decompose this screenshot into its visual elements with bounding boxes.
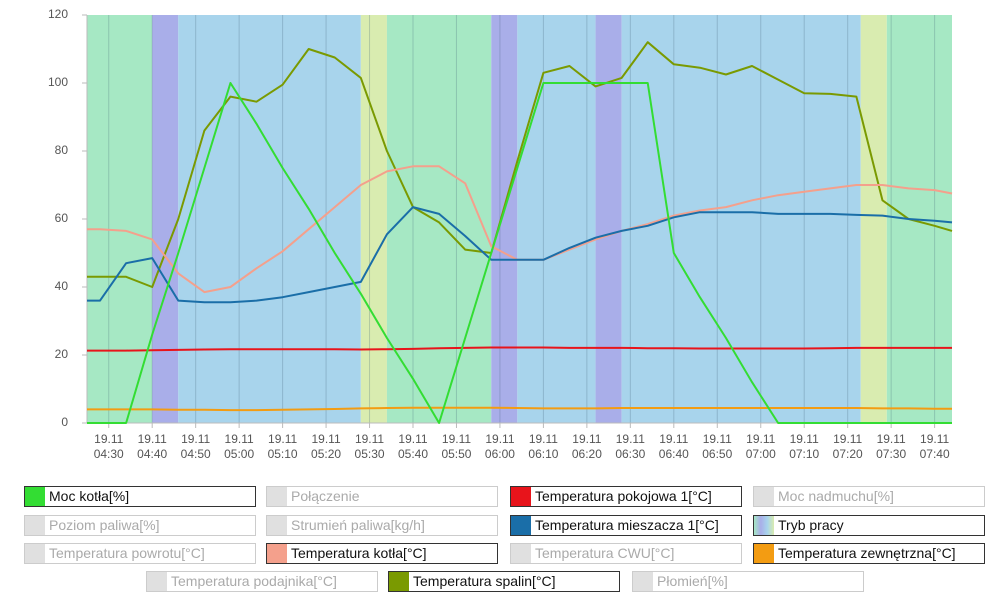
legend-swatch bbox=[25, 516, 45, 535]
x-tick-label: 19.11 07:20 bbox=[832, 432, 863, 461]
legend-label: Temperatura podajnika[°C] bbox=[171, 573, 337, 589]
legend-label: Moc kotła[%] bbox=[49, 488, 130, 504]
x-tick-label: 19.11 05:10 bbox=[267, 432, 298, 461]
legend-swatch bbox=[267, 487, 287, 506]
y-tick-label: 40 bbox=[55, 279, 69, 293]
legend-label: Moc nadmuchu[%] bbox=[778, 488, 894, 504]
series-line bbox=[87, 82, 952, 424]
mode-band bbox=[491, 15, 518, 423]
x-tick-label: 19.11 07:00 bbox=[745, 432, 776, 461]
mode-band bbox=[595, 15, 622, 423]
legend-swatch bbox=[389, 572, 409, 591]
legend-swatch bbox=[511, 516, 531, 535]
x-tick-label: 19.11 06:50 bbox=[702, 432, 733, 461]
legend-item[interactable]: Tryb pracy bbox=[753, 515, 985, 536]
legend-item[interactable]: Temperatura powrotu[°C] bbox=[24, 543, 256, 564]
legend-label: Temperatura powrotu[°C] bbox=[49, 545, 205, 561]
legend-item[interactable]: Temperatura kotła[°C] bbox=[266, 543, 498, 564]
x-tick-label: 19.11 05:00 bbox=[224, 432, 255, 461]
x-tick-label: 19.11 05:30 bbox=[354, 432, 385, 461]
legend-label: Temperatura kotła[°C] bbox=[291, 545, 427, 561]
legend-swatch bbox=[147, 572, 167, 591]
x-tick-label: 19.11 07:10 bbox=[789, 432, 820, 461]
mode-band bbox=[152, 15, 179, 423]
mode-band bbox=[621, 15, 861, 423]
x-tick-label: 19.11 06:10 bbox=[528, 432, 559, 461]
x-tick-label: 19.11 04:30 bbox=[93, 432, 124, 461]
legend-item[interactable]: Temperatura spalin[°C] bbox=[388, 571, 620, 592]
y-tick-label: 120 bbox=[48, 7, 68, 21]
legend-item[interactable]: Temperatura podajnika[°C] bbox=[146, 571, 378, 592]
mode-band bbox=[178, 15, 361, 423]
x-tick-label: 19.11 05:50 bbox=[441, 432, 472, 461]
legend-label: Temperatura spalin[°C] bbox=[413, 573, 556, 589]
x-tick-label: 19.11 06:00 bbox=[484, 432, 515, 461]
legend-item[interactable]: Płomień[%] bbox=[632, 571, 864, 592]
legend-swatch bbox=[25, 544, 45, 563]
series-line bbox=[87, 406, 952, 412]
x-tick-label: 19.11 06:40 bbox=[658, 432, 689, 461]
legend-swatch bbox=[754, 544, 774, 563]
x-tick-label: 19.11 04:50 bbox=[180, 432, 211, 461]
legend-swatch bbox=[754, 487, 774, 506]
legend-label: Temperatura zewnętrzna[°C] bbox=[778, 545, 956, 561]
x-tick-label: 19.11 07:30 bbox=[876, 432, 907, 461]
legend-item[interactable]: Temperatura CWU[°C] bbox=[510, 543, 742, 564]
legend-label: Połączenie bbox=[291, 488, 360, 504]
x-tick-label: 19.11 05:40 bbox=[397, 432, 429, 461]
x-tick-label: 19.11 06:20 bbox=[571, 432, 602, 461]
legend-swatch bbox=[25, 487, 45, 506]
legend-swatch bbox=[267, 516, 287, 535]
mode-band bbox=[360, 15, 387, 423]
x-tick-label: 19.11 07:40 bbox=[919, 432, 950, 461]
legend-label: Temperatura mieszacza 1[°C] bbox=[535, 517, 719, 533]
y-tick-label: 100 bbox=[48, 75, 68, 89]
legend-swatch bbox=[267, 544, 287, 563]
x-tick-label: 19.11 05:20 bbox=[311, 432, 342, 461]
x-tick-label: 19.11 04:40 bbox=[137, 432, 168, 461]
series-line bbox=[87, 206, 953, 304]
y-tick-label: 20 bbox=[55, 347, 69, 361]
legend-label: Poziom paliwa[%] bbox=[49, 517, 160, 533]
mode-band bbox=[87, 15, 153, 423]
y-tick-label: 0 bbox=[61, 415, 68, 429]
mode-band bbox=[860, 15, 887, 423]
legend-swatch bbox=[633, 572, 653, 591]
legend-item[interactable]: Połączenie bbox=[266, 486, 498, 507]
legend-item[interactable]: Moc kotła[%] bbox=[24, 486, 256, 507]
legend-label: Płomień[%] bbox=[657, 573, 728, 589]
legend-item[interactable]: Moc nadmuchu[%] bbox=[753, 486, 985, 507]
x-tick-label: 19.11 06:30 bbox=[615, 432, 646, 461]
legend-swatch bbox=[754, 516, 774, 535]
y-tick-label: 80 bbox=[55, 143, 69, 157]
legend-label: Strumień paliwa[kg/h] bbox=[291, 517, 425, 533]
legend-label: Temperatura CWU[°C] bbox=[535, 545, 675, 561]
y-tick-label: 60 bbox=[55, 211, 69, 225]
legend-label: Tryb pracy bbox=[778, 517, 844, 533]
legend-item[interactable]: Temperatura mieszacza 1[°C] bbox=[510, 515, 742, 536]
legend-item[interactable]: Strumień paliwa[kg/h] bbox=[266, 515, 498, 536]
legend-swatch bbox=[511, 487, 531, 506]
legend-label: Temperatura pokojowa 1[°C] bbox=[535, 488, 712, 504]
mode-band bbox=[386, 15, 492, 423]
series-line bbox=[87, 346, 952, 352]
legend-item[interactable]: Poziom paliwa[%] bbox=[24, 515, 256, 536]
legend-item[interactable]: Temperatura pokojowa 1[°C] bbox=[510, 486, 742, 507]
legend-swatch bbox=[511, 544, 531, 563]
legend-item[interactable]: Temperatura zewnętrzna[°C] bbox=[753, 543, 985, 564]
